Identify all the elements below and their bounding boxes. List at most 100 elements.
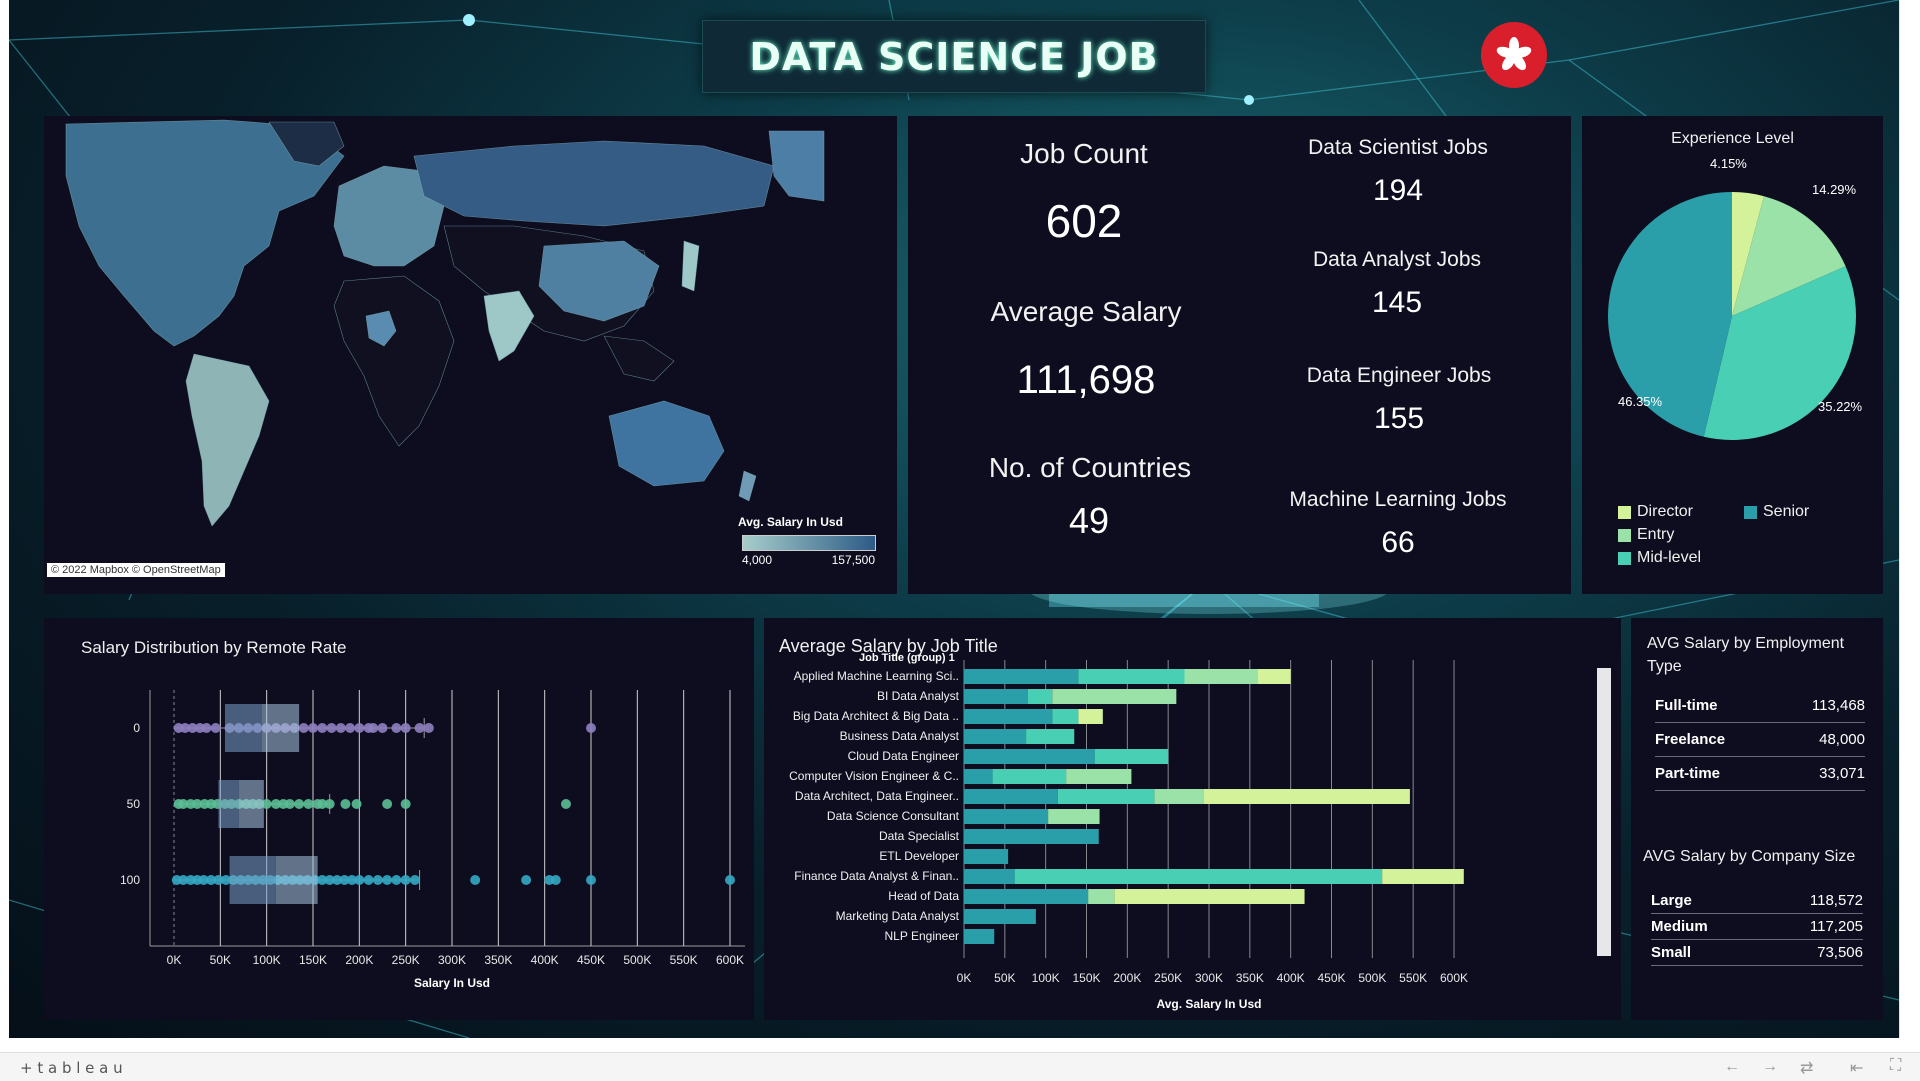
experience-pie-chart[interactable]: 4.15% 14.29% 35.22% 46.35% (1582, 156, 1883, 486)
salary-point[interactable] (351, 799, 362, 809)
salary-point[interactable] (187, 723, 198, 733)
salary-point[interactable] (521, 875, 532, 885)
salary-point[interactable] (354, 723, 365, 733)
salary-point[interactable] (363, 875, 374, 885)
salary-bar-segment[interactable] (992, 769, 1067, 784)
salary-point[interactable] (332, 875, 343, 885)
salary-bar-segment[interactable] (964, 809, 1049, 824)
salary-point[interactable] (586, 723, 596, 733)
salary-bar-segment[interactable] (1014, 869, 1383, 884)
salary-bar-segment[interactable] (964, 789, 1058, 804)
salary-point[interactable] (261, 799, 272, 809)
salary-point[interactable] (368, 723, 379, 733)
box-lower-half[interactable] (229, 856, 276, 904)
salary-point[interactable] (409, 875, 420, 885)
salary-point[interactable] (423, 723, 434, 733)
salary-bar-segment[interactable] (964, 729, 1027, 744)
salary-bar-segment[interactable] (1382, 869, 1464, 884)
salary-bar-segment[interactable] (1052, 689, 1177, 704)
salary-point[interactable] (317, 799, 328, 809)
salary-bar-segment[interactable] (1094, 749, 1169, 764)
salary-bar-segment[interactable] (964, 829, 1099, 844)
world-map[interactable] (44, 116, 897, 594)
salary-point[interactable] (414, 723, 425, 733)
salary-point[interactable] (372, 875, 383, 885)
salary-point[interactable] (308, 723, 318, 733)
salary-point[interactable] (400, 723, 411, 733)
salary-bar-segment[interactable] (964, 869, 1015, 884)
salary-bar-segment[interactable] (964, 689, 1028, 704)
salary-point[interactable] (210, 723, 221, 733)
salary-point[interactable] (324, 875, 335, 885)
redo-icon[interactable]: → (1762, 1058, 1778, 1075)
box-lower-half[interactable] (224, 704, 263, 752)
salary-point[interactable] (560, 799, 571, 809)
salary-point[interactable] (391, 723, 402, 733)
salary-bar-segment[interactable] (1078, 709, 1103, 724)
salary-bar-segment[interactable] (964, 849, 1009, 864)
salary-bar-segment[interactable] (964, 889, 1089, 904)
tableau-logo[interactable]: + t a b l e a u (20, 1059, 123, 1077)
salary-point[interactable] (550, 875, 561, 885)
salary-bar-segment[interactable] (1048, 809, 1100, 824)
undo-icon[interactable]: ← (1724, 1058, 1740, 1075)
salary-point[interactable] (470, 875, 481, 885)
salary-bar-segment[interactable] (1114, 889, 1305, 904)
salary-bar-segment[interactable] (1027, 689, 1053, 704)
pie-slice-senior[interactable] (1608, 192, 1732, 437)
salary-point[interactable] (354, 875, 365, 885)
salary-point[interactable] (180, 723, 191, 733)
salary-point[interactable] (400, 875, 411, 885)
job-title-bar-chart[interactable]: Job Title (group) 1 0K 50K 100K 150K 200K 250K… (764, 648, 1621, 1018)
salary-point[interactable] (377, 723, 388, 733)
salary-point[interactable] (201, 723, 212, 733)
salary-bar-segment[interactable] (1154, 789, 1204, 804)
box-upper-half[interactable] (238, 780, 264, 828)
salary-point[interactable] (178, 799, 189, 809)
salary-bar-segment[interactable] (964, 709, 1053, 724)
salary-bar-segment[interactable] (964, 769, 993, 784)
salary-point[interactable] (326, 723, 337, 733)
salary-point[interactable] (725, 875, 735, 885)
salary-bar-segment[interactable] (1026, 729, 1075, 744)
pie-slice-director[interactable] (1732, 192, 1764, 316)
salary-distribution-chart[interactable]: 0K 50K 100K 150K 200K 250K 300K 350K 400K 450K 500… (44, 646, 754, 1016)
salary-point[interactable] (382, 799, 393, 809)
salary-bar-segment[interactable] (1258, 669, 1291, 684)
salary-point[interactable] (317, 723, 328, 733)
salary-bar-segment[interactable] (1057, 789, 1155, 804)
salary-point[interactable] (220, 875, 231, 885)
salary-bar-segment[interactable] (1066, 769, 1132, 784)
salary-point[interactable] (339, 875, 350, 885)
salary-point[interactable] (335, 723, 346, 733)
salary-bar-segment[interactable] (1052, 709, 1079, 724)
salary-point[interactable] (298, 723, 309, 733)
salary-bar-segment[interactable] (964, 749, 1095, 764)
salary-point[interactable] (178, 875, 189, 885)
salary-point[interactable] (586, 875, 596, 885)
salary-point[interactable] (303, 799, 314, 809)
salary-point[interactable] (391, 875, 402, 885)
salary-bar-segment[interactable] (964, 929, 995, 944)
salary-point[interactable] (284, 799, 295, 809)
fullscreen-icon[interactable]: ⛶ (1890, 1057, 1902, 1074)
salary-bar-segment[interactable] (1203, 789, 1410, 804)
box-lower-half[interactable] (218, 780, 239, 828)
salary-point[interactable] (317, 875, 328, 885)
salary-point[interactable] (346, 875, 357, 885)
salary-point[interactable] (192, 799, 203, 809)
salary-point[interactable] (345, 723, 356, 733)
salary-point[interactable] (270, 799, 281, 809)
chart-scrollbar[interactable] (1597, 668, 1611, 956)
salary-point[interactable] (324, 799, 335, 809)
salary-bar-segment[interactable] (1078, 669, 1185, 684)
reset-icon[interactable]: ⇤ (1850, 1060, 1864, 1077)
pie-slice-entry[interactable] (1732, 196, 1846, 316)
salary-point[interactable] (340, 799, 351, 809)
box-upper-half[interactable] (275, 856, 318, 904)
salary-bar-segment[interactable] (1088, 889, 1115, 904)
salary-point[interactable] (198, 875, 209, 885)
salary-bar-segment[interactable] (964, 669, 1079, 684)
salary-bar-segment[interactable] (964, 909, 1036, 924)
salary-point[interactable] (213, 875, 224, 885)
